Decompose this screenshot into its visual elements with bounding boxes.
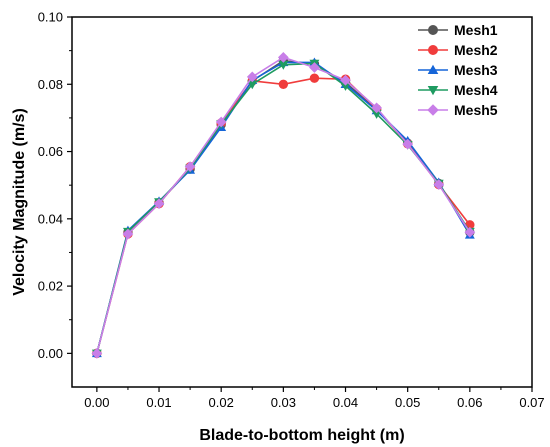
data-point — [309, 62, 320, 73]
plot-frame — [71, 16, 533, 388]
x-tick-label: 0.03 — [271, 395, 296, 410]
data-point — [278, 79, 289, 89]
x-tick-label: 0.01 — [146, 395, 171, 410]
series-line — [96, 77, 471, 354]
series-mesh4 — [91, 59, 475, 359]
data-point — [122, 228, 134, 240]
x-axis-title: Blade-to-bottom height (m) — [199, 427, 404, 444]
data-point — [153, 198, 165, 210]
x-tick-label: 0.05 — [395, 395, 420, 410]
x-tick-label: 0.06 — [457, 395, 482, 410]
x-tick-label: 0.00 — [84, 395, 109, 410]
x-tick-label: 0.04 — [333, 395, 358, 410]
y-tick-label: 0.06 — [38, 144, 63, 159]
y-tick-label: 0.04 — [38, 211, 63, 226]
series-mesh1 — [92, 56, 475, 359]
legend-label: Mesh2 — [454, 42, 498, 58]
legend-label: Mesh3 — [454, 62, 498, 78]
data-point — [340, 74, 351, 86]
data-point — [278, 61, 289, 70]
y-tick-label: 0.08 — [38, 77, 63, 92]
x-tick-label: 0.02 — [209, 395, 234, 410]
y-axis-title: Velocity Magnitude (m/s) — [11, 108, 28, 296]
legend-marker — [427, 104, 439, 116]
legend-label: Mesh4 — [454, 82, 498, 98]
data-point — [402, 138, 414, 150]
data-point — [340, 82, 351, 91]
y-tick-label: 0.10 — [38, 10, 63, 25]
legend-marker — [427, 86, 439, 96]
data-point — [464, 226, 476, 238]
x-tick-label: 0.07 — [519, 395, 544, 410]
series-mesh5 — [91, 51, 476, 359]
legend-marker — [427, 24, 438, 35]
series-mesh2 — [92, 73, 475, 359]
legend-label: Mesh1 — [454, 22, 498, 38]
data-point — [309, 73, 320, 83]
series-line — [96, 62, 471, 354]
series-line — [96, 56, 471, 354]
series-mesh3 — [91, 57, 475, 358]
legend-marker — [427, 64, 439, 74]
legend-marker — [427, 45, 438, 56]
data-point — [184, 161, 196, 173]
data-point — [433, 179, 445, 190]
data-point — [91, 347, 103, 359]
data-point — [371, 102, 382, 114]
y-tick-label: 0.00 — [38, 346, 63, 361]
data-point — [246, 71, 258, 83]
legend-label: Mesh5 — [454, 102, 498, 118]
data-point — [371, 110, 382, 119]
data-point — [277, 51, 289, 63]
data-point — [215, 116, 227, 128]
y-tick-label: 0.02 — [38, 279, 63, 294]
data-point — [247, 80, 258, 90]
